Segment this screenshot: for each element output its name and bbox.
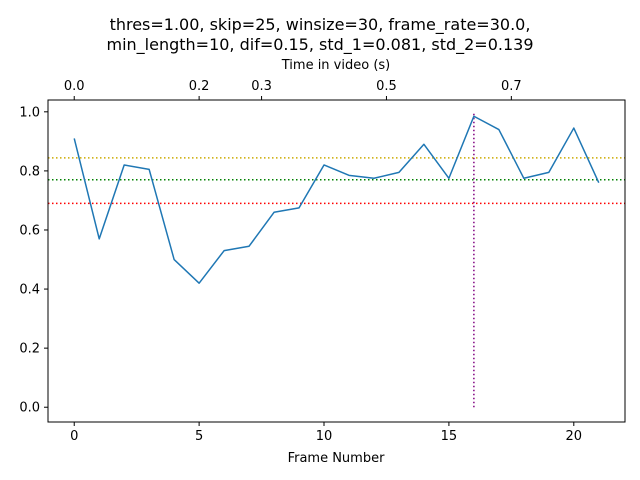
y-tick-label: 0.8 [19, 164, 40, 179]
x-tick-label: 20 [566, 429, 583, 444]
y-tick-label: 1.0 [19, 105, 40, 120]
top-axis-label: Time in video (s) [281, 58, 391, 73]
chart-title-line1: thres=1.00, skip=25, winsize=30, frame_r… [110, 15, 531, 35]
y-tick-label: 0.4 [19, 283, 40, 298]
axes-frame [47, 99, 626, 423]
chart-title-line2: min_length=10, dif=0.15, std_1=0.081, st… [106, 35, 533, 55]
top-tick-label: 0.2 [189, 79, 210, 94]
x-tick-label: 5 [195, 429, 203, 444]
top-tick-label: 0.3 [251, 79, 272, 94]
y-tick-label: 0.2 [19, 342, 40, 357]
x-tick-label: 10 [316, 429, 333, 444]
x-tick-label: 0 [70, 429, 78, 444]
top-tick-label: 0.7 [501, 79, 522, 94]
x-tick-label: 15 [441, 429, 458, 444]
series-line [73, 115, 600, 284]
top-tick-label: 0.5 [376, 79, 397, 94]
top-tick-label: 0.0 [64, 79, 85, 94]
plot-area: 0 5 10 15 20 0.0 0.2 0.4 0.6 0.8 1.0 0.0 0.2 0.3 0.5 0.… [19, 79, 626, 444]
y-tick-label: 0.0 [19, 401, 40, 416]
y-tick-label: 0.6 [19, 223, 40, 238]
x-axis-label: Frame Number [288, 451, 386, 466]
